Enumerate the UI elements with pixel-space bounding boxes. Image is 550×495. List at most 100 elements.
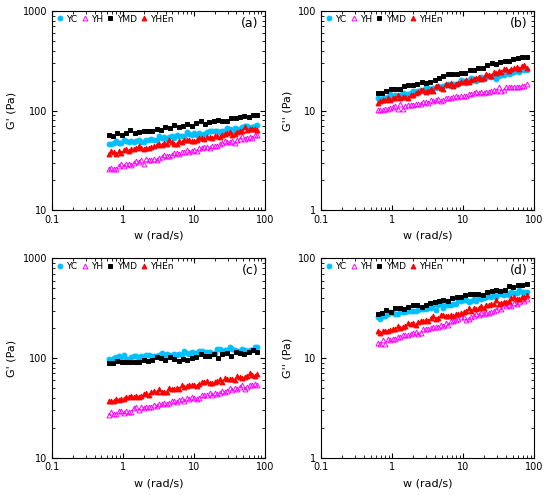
YHEn [153, 143, 160, 148]
YMD [493, 61, 499, 67]
YMD [241, 350, 248, 356]
Line: YH: YH [375, 82, 529, 113]
YC [133, 138, 140, 144]
YHEn [375, 329, 381, 335]
YC [133, 353, 140, 359]
YMD [202, 121, 208, 127]
Legend: YC, YH, YMD, YHEn: YC, YH, YMD, YHEn [324, 14, 444, 24]
YMD [228, 353, 234, 359]
YMD [105, 132, 112, 138]
YH [470, 90, 477, 96]
YHEn [143, 146, 150, 151]
Line: YC: YC [106, 122, 260, 147]
YC [427, 88, 434, 94]
YH [143, 156, 150, 162]
YMD [493, 287, 499, 293]
Line: YC: YC [106, 344, 260, 363]
YHEn [415, 319, 421, 325]
YH [130, 405, 137, 411]
YMD [388, 309, 394, 315]
YC [516, 287, 522, 293]
YC [227, 344, 233, 349]
Text: (d): (d) [510, 264, 527, 277]
Line: YMD: YMD [375, 55, 529, 96]
YMD [210, 118, 217, 124]
YMD [379, 90, 386, 96]
YC [470, 296, 477, 302]
YMD [453, 71, 460, 77]
YMD [223, 118, 230, 124]
YC [201, 349, 208, 355]
Line: YHEn: YHEn [375, 63, 529, 105]
YMD [519, 282, 526, 288]
YHEn [377, 330, 383, 336]
YMD [214, 355, 221, 361]
YMD [523, 281, 530, 287]
YMD [175, 124, 182, 130]
YMD [397, 86, 403, 92]
YMD [502, 58, 508, 64]
YMD [414, 302, 420, 308]
YHEn [523, 65, 530, 71]
YMD [241, 113, 248, 119]
YMD [519, 54, 526, 60]
YC [518, 66, 525, 72]
YHEn [201, 379, 208, 385]
YH [199, 393, 205, 398]
YMD [515, 282, 521, 288]
YMD [197, 351, 204, 357]
YH [153, 157, 160, 163]
YMD [162, 356, 169, 362]
YMD [123, 359, 129, 365]
Line: YC: YC [375, 66, 529, 102]
YMD [254, 349, 261, 355]
YMD [405, 82, 412, 88]
YMD [422, 302, 429, 308]
YHEn [158, 389, 165, 395]
YMD [422, 80, 429, 86]
YMD [449, 71, 455, 77]
YMD [127, 127, 134, 133]
YC [523, 289, 530, 295]
YMD [506, 58, 513, 64]
YMD [458, 70, 464, 76]
Line: YMD: YMD [375, 282, 529, 317]
YH [379, 107, 386, 113]
YMD [392, 87, 399, 93]
YMD [189, 354, 195, 360]
YMD [184, 121, 191, 127]
YMD [484, 289, 491, 295]
YH [425, 100, 432, 106]
YHEn [254, 127, 261, 133]
YH [518, 296, 525, 301]
YC [108, 357, 114, 363]
YMD [175, 357, 182, 363]
YHEn [133, 393, 140, 399]
YHEn [246, 370, 253, 376]
YMD [236, 114, 243, 120]
YHEn [148, 144, 155, 149]
YH [156, 401, 162, 407]
YMD [462, 70, 469, 76]
YHEn [375, 99, 381, 105]
YMD [206, 353, 213, 359]
YMD [401, 306, 408, 312]
YMD [184, 357, 191, 363]
YH [148, 404, 155, 410]
YHEn [470, 305, 477, 311]
YC [201, 131, 208, 137]
YMD [105, 360, 112, 366]
YC [425, 85, 432, 91]
YH [254, 132, 261, 138]
Line: YHEn: YHEn [375, 293, 529, 335]
YH [148, 156, 155, 162]
YMD [397, 305, 403, 311]
YHEn [402, 323, 409, 329]
YMD [453, 295, 460, 300]
YMD [153, 126, 160, 132]
YH [130, 160, 137, 166]
YH [415, 101, 421, 107]
YMD [488, 288, 495, 294]
YMD [444, 298, 451, 304]
YMD [131, 359, 138, 365]
